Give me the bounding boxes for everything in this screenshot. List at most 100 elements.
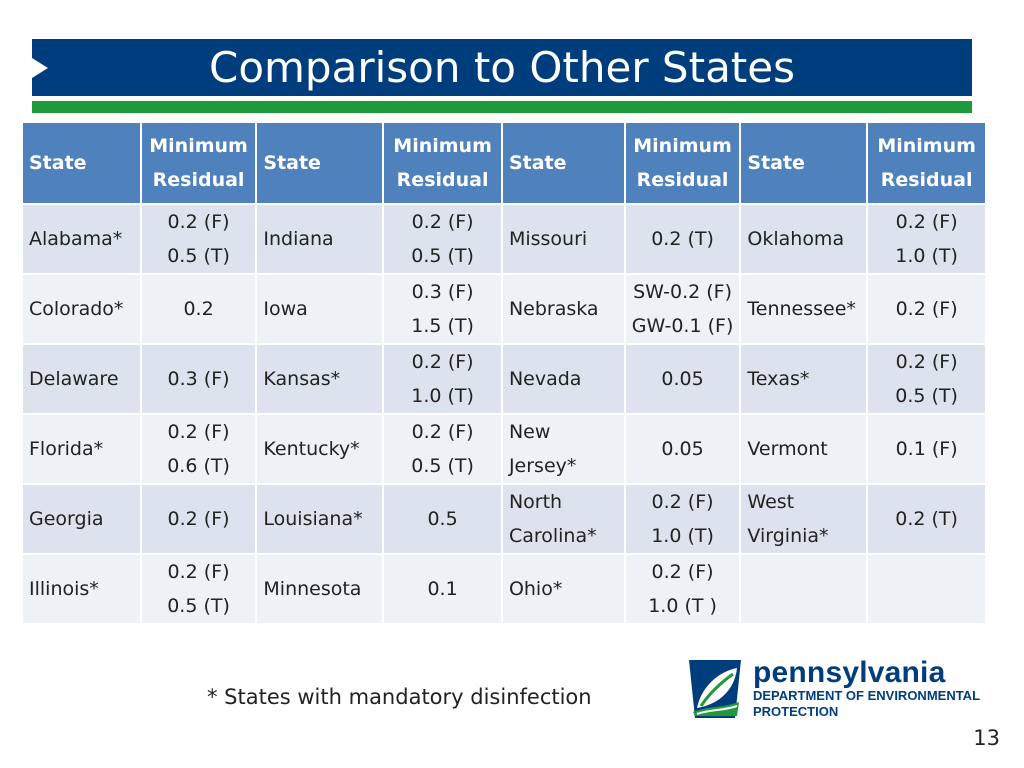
column-header-state: State (502, 123, 624, 203)
state-name: Iowa (263, 298, 308, 320)
state-cell: Louisiana* (257, 485, 383, 553)
minimum-residual-cell: 0.2 (F) (141, 485, 256, 553)
table-row: Georgia 0.2 (F) Louisiana* 0.5 North Carolina… (23, 485, 985, 553)
residual-value: 0.5 (427, 508, 458, 530)
title-arrow-icon (32, 58, 48, 78)
residual-value: 0.2 (F) (167, 561, 230, 583)
residual-value: 0.2 (F) (651, 561, 714, 583)
header-text-line: Minimum (393, 135, 492, 157)
state-cell: Georgia (23, 485, 140, 553)
keystone-leaf-icon (689, 660, 741, 718)
residual-value: 0.2 (F) (895, 351, 958, 373)
state-name: Georgia (29, 508, 104, 530)
logo-subtitle-line: PROTECTION (753, 704, 839, 719)
table-row: Colorado* 0.2 Iowa 0.3 (F) 1.5 (T) Nebraska SW… (23, 275, 985, 343)
table-body: Alabama* 0.2 (F) 0.5 (T) Indiana 0.2 (F) 0.5 … (23, 205, 985, 623)
state-cell: Oklahoma (741, 205, 867, 273)
residual-value: 0.2 (T) (651, 228, 714, 250)
residual-value: 0.1 (F) (895, 438, 958, 460)
residual-value: 0.5 (T) (411, 455, 474, 477)
minimum-residual-cell: 0.2 (F) (868, 275, 985, 343)
page-number: 13 (973, 726, 1000, 750)
minimum-residual-cell: 0.2 (F) 0.6 (T) (141, 415, 256, 483)
residual-value: 0.2 (F) (651, 491, 714, 513)
state-cell: Nebraska (502, 275, 624, 343)
slide-title: Comparison to Other States (209, 43, 795, 92)
state-name: Virginia* (747, 525, 829, 547)
state-cell: North Carolina* (502, 485, 624, 553)
residual-value: 0.5 (T) (167, 595, 230, 617)
residual-value: 0.2 (F) (411, 351, 474, 373)
state-name: New (508, 421, 551, 443)
header-text-line: Minimum (633, 135, 732, 157)
state-name: Kansas* (263, 368, 341, 390)
table-row: Illinois* 0.2 (F) 0.5 (T) Minnesota 0.1 Ohio*… (23, 555, 985, 623)
minimum-residual-cell: 0.2 (F) 0.5 (T) (384, 205, 501, 273)
minimum-residual-cell: 0.2 (F) 1.0 (T ) (625, 555, 740, 623)
residual-value: 0.2 (F) (411, 211, 474, 233)
residual-value: 0.3 (F) (167, 368, 230, 390)
residual-value: 0.5 (T) (411, 245, 474, 267)
column-header-state: State (741, 123, 867, 203)
table-header: State Minimum Residual State Minimum Residual… (23, 123, 985, 203)
residual-value: 0.2 (F) (167, 508, 230, 530)
minimum-residual-cell: 0.2 (T) (625, 205, 740, 273)
residual-value: 0.6 (T) (167, 455, 230, 477)
residual-value: 0.2 (F) (167, 421, 230, 443)
state-name: Alabama* (29, 228, 123, 250)
minimum-residual-cell: 0.1 (384, 555, 501, 623)
state-cell: Nevada (502, 345, 624, 413)
header-text-line: Minimum (877, 135, 976, 157)
logo-subtitle: DEPARTMENT OF ENVIRONMENTAL PROTECTION (753, 688, 980, 720)
column-header-minimum-residual: Minimum Residual (868, 123, 985, 203)
state-name: Indiana (263, 228, 334, 250)
minimum-residual-cell: 0.05 (625, 345, 740, 413)
state-cell: Vermont (741, 415, 867, 483)
state-name: North (508, 491, 563, 513)
residual-value: 0.3 (F) (411, 281, 474, 303)
state-cell: Indiana (257, 205, 383, 273)
state-name: Nebraska (508, 298, 599, 320)
logo-subtitle-line: DEPARTMENT OF ENVIRONMENTAL (753, 688, 981, 703)
residual-value: 1.0 (T) (651, 525, 714, 547)
state-name: Carolina* (508, 525, 597, 547)
state-cell: Ohio* (502, 555, 624, 623)
minimum-residual-cell: 0.2 (F) 0.5 (T) (868, 345, 985, 413)
residual-value: 0.2 (F) (167, 211, 230, 233)
residual-value: 1.0 (T) (411, 385, 474, 407)
minimum-residual-cell: SW-0.2 (F) GW-0.1 (F) (625, 275, 740, 343)
state-cell: Delaware (23, 345, 140, 413)
table-row: Alabama* 0.2 (F) 0.5 (T) Indiana 0.2 (F) 0.5 … (23, 205, 985, 273)
state-name: Florida* (29, 438, 104, 460)
state-cell: Kansas* (257, 345, 383, 413)
state-cell: Alabama* (23, 205, 140, 273)
column-header-minimum-residual: Minimum Residual (141, 123, 256, 203)
state-name: Colorado* (29, 298, 124, 320)
minimum-residual-cell: 0.3 (F) (141, 345, 256, 413)
minimum-residual-cell: 0.2 (F) 0.5 (T) (141, 205, 256, 273)
state-name: Louisiana* (263, 508, 363, 530)
residual-value: 0.1 (427, 578, 458, 600)
title-bar: Comparison to Other States (32, 39, 972, 96)
state-name: Vermont (747, 438, 828, 460)
footnote: * States with mandatory disinfection (207, 685, 592, 709)
minimum-residual-cell: 0.2 (F) 0.5 (T) (384, 415, 501, 483)
state-name: Jersey* (508, 455, 577, 477)
column-header-state: State (257, 123, 383, 203)
minimum-residual-cell: 0.1 (F) (868, 415, 985, 483)
header-text-line: Minimum (149, 135, 248, 157)
state-cell: Kentucky* (257, 415, 383, 483)
residual-value: 0.2 (F) (895, 298, 958, 320)
residual-value: 0.2 (F) (895, 211, 958, 233)
residual-value: 0.2 (183, 298, 214, 320)
residual-value: 1.0 (T ) (648, 595, 717, 617)
table-row: Delaware 0.3 (F) Kansas* 0.2 (F) 1.0 (T) Neva… (23, 345, 985, 413)
column-header-minimum-residual: Minimum Residual (384, 123, 501, 203)
header-text-line: Residual (880, 169, 973, 191)
state-cell: Tennessee* (741, 275, 867, 343)
residual-value: 0.05 (661, 438, 704, 460)
residual-value: 0.5 (T) (895, 385, 958, 407)
state-name: West (747, 491, 795, 513)
minimum-residual-cell: 0.2 (141, 275, 256, 343)
minimum-residual-cell: 0.2 (F) 1.0 (T) (868, 205, 985, 273)
